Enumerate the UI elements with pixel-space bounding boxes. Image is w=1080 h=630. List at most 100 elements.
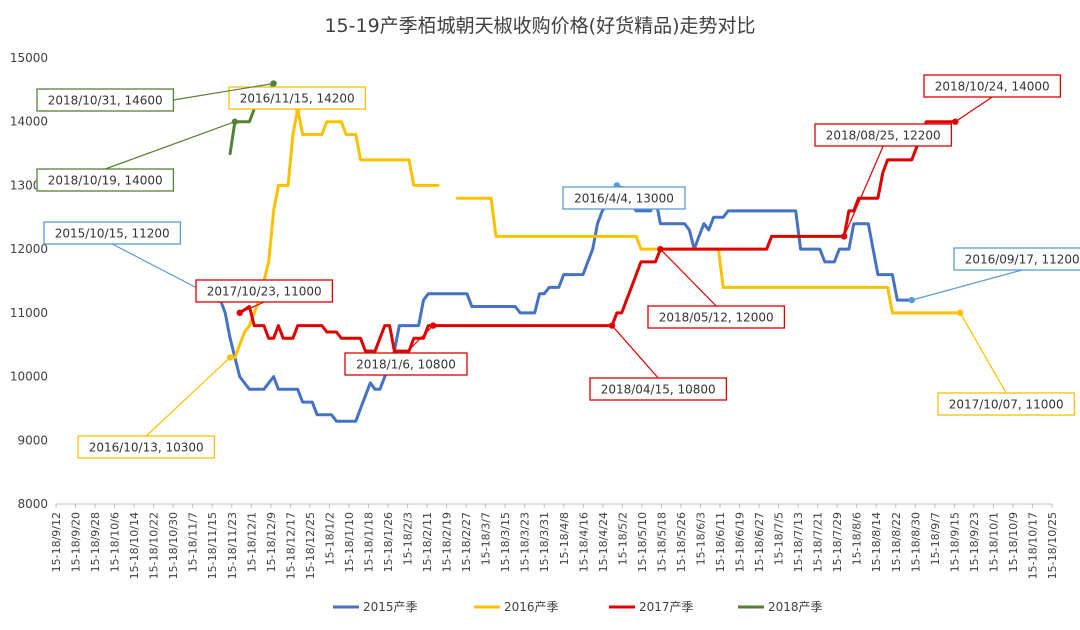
annotation-leader: [954, 96, 993, 123]
x-tick-label: 15-18/3/7: [480, 512, 493, 565]
annotation-label: 2017/10/07, 11000: [949, 398, 1064, 412]
annotation-label: 2018/1/6, 10800: [356, 358, 456, 372]
x-tick-label: 15-18/10/9: [1007, 512, 1020, 572]
y-tick-label: 15000: [10, 51, 48, 65]
annotation-label: 2016/4/4, 13000: [574, 192, 674, 206]
annotation-box: [36, 88, 175, 112]
x-tick-label: 15-18/10/30: [167, 512, 180, 579]
annotation-point: [226, 354, 234, 361]
x-tick-label: 15-18/9/20: [70, 512, 83, 572]
x-tick-label: 15-18/1/18: [362, 512, 375, 572]
annotation-leader: [239, 301, 265, 314]
series-line-1: [218, 183, 914, 423]
annotation-leader: [659, 248, 717, 307]
annotation-point: [236, 309, 243, 317]
annotation-leader: [911, 269, 1023, 301]
x-tick-label: 15-18/6/11: [714, 512, 727, 572]
x-tick-label: 15-18/9/15: [948, 512, 961, 572]
annotation-point: [429, 322, 437, 329]
x-tick-label: 15-18/3/15: [499, 512, 512, 572]
annotation-point: [657, 245, 664, 253]
annotation-label: 2018/04/15, 10800: [601, 383, 716, 397]
annotation-point: [908, 296, 915, 304]
annotation-label: 2018/10/31, 14600: [48, 94, 163, 108]
annotation-point: [952, 118, 959, 125]
annotation-label: 2018/08/25, 12200: [826, 129, 941, 143]
annotation-point: [840, 233, 848, 240]
x-tick-label: 15-18/9/12: [50, 512, 63, 572]
annotations: 2015/10/15, 11200 2016/4/4, 13000 2016/09/…: [36, 74, 1080, 459]
x-tick-label: 15-18/2/11: [421, 512, 434, 572]
x-tick-label: 15-18/12/1: [245, 512, 258, 572]
x-tick-label: 15-18/9/28: [89, 512, 102, 572]
x-tick-label: 15-18/7/5: [773, 512, 786, 565]
annotation-label: 2018/10/24, 14000: [935, 80, 1050, 94]
annotation-box: [562, 186, 686, 210]
x-tick-label: 15-18/6/19: [734, 512, 747, 572]
x-tick-label: 15-18/10/1: [987, 512, 1000, 572]
annotation-leader: [611, 325, 659, 379]
y-tick-label: 10000: [10, 370, 48, 384]
legend-label: 2015产季: [363, 600, 418, 614]
x-tick-label: 15-18/11/23: [226, 512, 239, 579]
y-tick-label: 11000: [10, 306, 48, 320]
annotation-leader: [843, 145, 884, 237]
annotation-label: 2017/10/23, 11000: [207, 285, 322, 299]
x-tick-label: 15-18/10/22: [148, 512, 161, 579]
annotation-box: [953, 247, 1080, 271]
annotation-leader: [173, 82, 274, 101]
annotation-box: [814, 123, 953, 147]
x-tick-label: 15-18/2/3: [402, 512, 415, 565]
x-tick-label: 15-18/4/8: [558, 512, 571, 565]
y-tick-label: 8000: [17, 497, 48, 511]
annotation-label: 2016/09/17, 11200: [965, 253, 1080, 267]
annotation-label: 2016/11/15, 14200: [240, 92, 355, 106]
annotation-point: [270, 80, 277, 87]
annotation-box: [937, 392, 1076, 416]
x-tick-label: 15-18/7/13: [792, 512, 805, 572]
legend-label: 2016产季: [504, 600, 559, 614]
x-tick-label: 15-18/10/17: [1026, 512, 1039, 579]
x-tick-label: 15-18/1/2: [323, 512, 336, 565]
annotation-box: [923, 74, 1062, 98]
annotation-box: [43, 221, 182, 245]
annotation-label: 2018/10/19, 14000: [48, 174, 163, 188]
x-tick-label: 15-18/9/7: [929, 512, 942, 565]
annotation-box: [589, 377, 728, 401]
annotation-leader: [104, 121, 236, 170]
x-tick-label: 15-18/10/6: [109, 512, 122, 572]
x-tick-label: 15-18/8/6: [851, 512, 864, 565]
x-tick-label: 15-18/11/15: [206, 512, 219, 579]
chart-title: 15-19产季栢城朝天椒收购价格(好货精品)走势对比: [324, 15, 755, 37]
x-tick-label: 15-18/3/23: [519, 512, 532, 572]
x-tick-label: 15-18/1/26: [382, 512, 395, 572]
legend-label: 2018产季: [768, 600, 823, 614]
annotation-point: [231, 118, 239, 125]
annotation-label: 2016/10/13, 10300: [89, 441, 204, 455]
legend: 2015产季 2016产季 2017产季 2018产季: [333, 600, 823, 614]
x-tick-label: 15-18/4/24: [597, 512, 610, 572]
annotation-point: [608, 322, 616, 329]
x-tick-label: 15-18/1/10: [343, 512, 356, 572]
x-tick-label: 15-18/10/25: [1046, 512, 1059, 579]
legend-label: 2017产季: [639, 600, 694, 614]
annotation-label: 2015/10/15, 11200: [55, 227, 170, 241]
x-tick-label: 15-18/5/10: [636, 512, 649, 572]
x-tick-label: 15-18/7/29: [831, 512, 844, 572]
x-tick-label: 15-18/12/17: [284, 512, 297, 579]
x-tick-label: 15-18/2/19: [441, 512, 454, 572]
y-tick-label: 14000: [10, 115, 48, 129]
x-tick-label: 15-18/10/14: [128, 512, 141, 579]
y-tick-label: 12000: [10, 242, 48, 256]
axes: 8000900010000110001200013000140001500015…: [10, 51, 1059, 579]
x-tick-label: 15-18/12/9: [265, 512, 278, 572]
annotation-label: 2018/05/12, 12000: [659, 311, 774, 325]
y-tick-label: 9000: [17, 433, 48, 447]
annotation-box: [228, 86, 367, 110]
annotation-point: [956, 309, 964, 317]
annotation-leader: [405, 325, 434, 354]
annotation-box: [77, 435, 216, 459]
annotation-box: [647, 305, 786, 329]
x-tick-label: 15-18/7/21: [812, 512, 825, 572]
